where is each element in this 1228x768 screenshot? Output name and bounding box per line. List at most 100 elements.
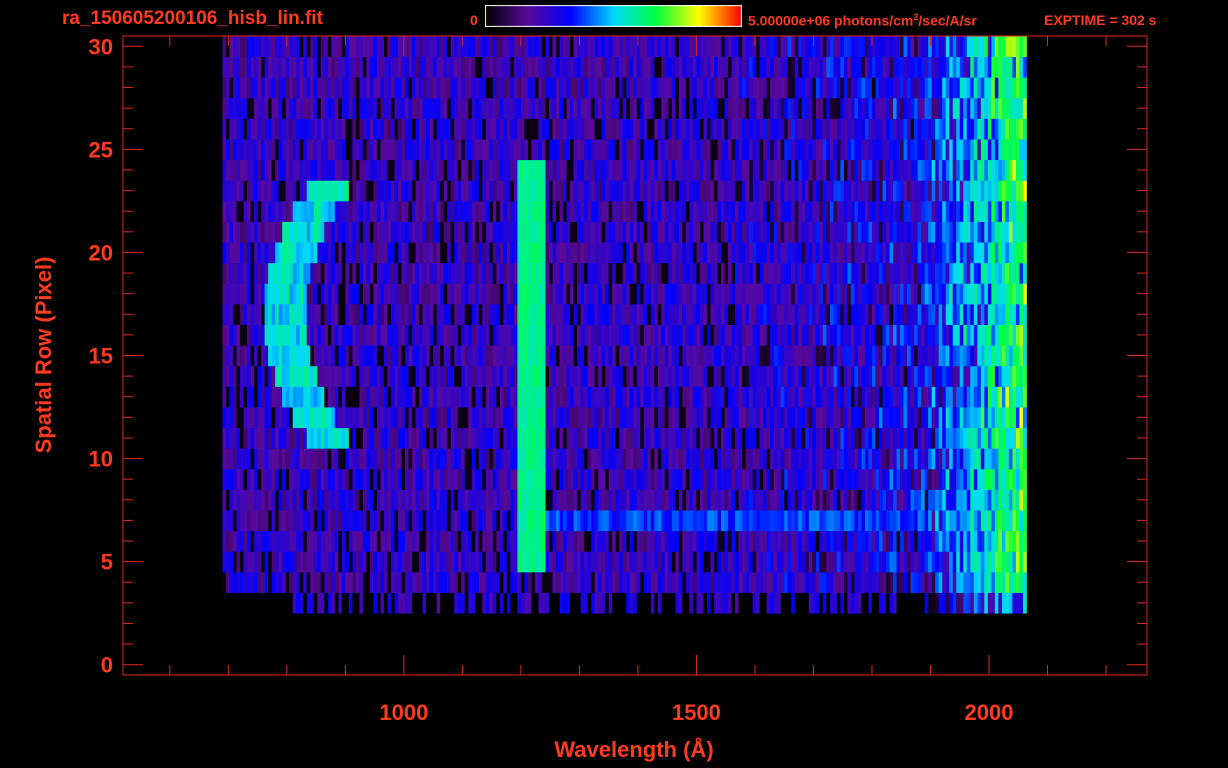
heatmap-cell xyxy=(433,200,438,222)
heatmap-cell xyxy=(292,180,297,202)
heatmap-cell xyxy=(857,159,862,181)
heatmap-cell xyxy=(489,427,494,449)
heatmap-cell xyxy=(1005,468,1010,490)
heatmap-cell xyxy=(970,365,975,387)
heatmap-cell xyxy=(331,221,336,243)
heatmap-cell xyxy=(419,448,423,470)
heatmap-cell xyxy=(689,448,694,470)
heatmap-cell xyxy=(387,427,392,449)
heatmap-cell xyxy=(994,489,999,511)
heatmap-cell xyxy=(952,283,957,305)
heatmap-cell xyxy=(780,242,785,264)
heatmap-cell xyxy=(622,345,627,367)
heatmap-cell xyxy=(306,303,311,325)
heatmap-cell xyxy=(685,530,690,552)
heatmap-cell xyxy=(475,345,480,367)
heatmap-cell xyxy=(752,592,757,614)
heatmap-cell xyxy=(278,551,283,573)
heatmap-cell xyxy=(373,489,378,511)
heatmap-cell xyxy=(640,427,645,449)
heatmap-cell xyxy=(615,530,620,552)
heatmap-cell xyxy=(475,448,480,470)
heatmap-cell xyxy=(636,551,641,573)
heatmap-cell xyxy=(833,530,838,552)
heatmap-cell xyxy=(541,180,546,202)
heatmap-cell xyxy=(868,592,873,614)
heatmap-cell xyxy=(229,283,234,305)
heatmap-cell xyxy=(735,489,739,511)
heatmap-cell xyxy=(903,510,908,532)
heatmap-cell xyxy=(633,468,638,490)
heatmap-cell xyxy=(573,592,578,614)
heatmap-cell xyxy=(563,510,567,532)
heatmap-cell xyxy=(587,489,592,511)
heatmap-cell xyxy=(703,571,708,593)
heatmap-cell xyxy=(563,571,567,593)
heatmap-cell xyxy=(405,592,409,614)
heatmap-cell xyxy=(682,221,687,243)
heatmap-cell xyxy=(742,530,746,552)
heatmap-cell xyxy=(359,427,364,449)
heatmap-cell xyxy=(310,303,315,325)
heatmap-cell xyxy=(735,510,739,532)
heatmap-cell xyxy=(577,468,581,490)
heatmap-cell xyxy=(450,262,455,284)
heatmap-cell xyxy=(970,592,975,614)
heatmap-cell xyxy=(601,345,606,367)
heatmap-cell xyxy=(475,200,480,222)
heatmap-cell xyxy=(594,283,599,305)
heatmap-cell xyxy=(671,159,676,181)
heatmap-cell xyxy=(942,386,947,408)
heatmap-cell xyxy=(405,242,409,264)
heatmap-cell xyxy=(426,200,431,222)
heatmap-cell xyxy=(492,200,497,222)
heatmap-cell xyxy=(436,221,441,243)
heatmap-cell xyxy=(299,221,304,243)
heatmap-cell xyxy=(647,530,652,552)
heatmap-cell xyxy=(289,551,294,573)
heatmap-cell xyxy=(489,262,494,284)
heatmap-cell xyxy=(847,551,852,573)
heatmap-cell xyxy=(1019,448,1024,470)
heatmap-cell xyxy=(791,427,796,449)
heatmap-cell xyxy=(296,262,301,284)
heatmap-cell xyxy=(629,448,634,470)
heatmap-cell xyxy=(299,324,304,346)
heatmap-cell xyxy=(275,180,280,202)
heatmap-cell xyxy=(812,551,817,573)
heatmap-cell xyxy=(591,365,596,387)
heatmap-cell xyxy=(601,159,606,181)
heatmap-cell xyxy=(317,592,322,614)
heatmap-cell xyxy=(671,407,676,429)
heatmap-cell xyxy=(1008,386,1013,408)
heatmap-cell xyxy=(254,283,258,305)
heatmap-cell xyxy=(928,448,933,470)
heatmap-cell xyxy=(573,345,578,367)
heatmap-cell xyxy=(671,180,676,202)
heatmap-cell xyxy=(387,200,392,222)
heatmap-cell xyxy=(240,468,244,490)
heatmap-cell xyxy=(661,221,666,243)
heatmap-cell xyxy=(903,407,908,429)
heatmap-cell xyxy=(1015,221,1020,243)
heatmap-cell xyxy=(570,262,574,284)
heatmap-cell xyxy=(485,221,490,243)
heatmap-cell xyxy=(545,530,550,552)
heatmap-cell xyxy=(538,530,543,552)
heatmap-cell xyxy=(559,468,564,490)
heatmap-cell xyxy=(822,262,827,284)
heatmap-cell xyxy=(570,159,574,181)
heatmap-cell xyxy=(689,345,694,367)
heatmap-cell xyxy=(696,551,701,573)
heatmap-cell xyxy=(573,551,578,573)
heatmap-cell xyxy=(426,303,431,325)
heatmap-cell xyxy=(254,530,258,552)
heatmap-cell xyxy=(1015,427,1020,449)
heatmap-cell xyxy=(566,468,571,490)
heatmap-cell xyxy=(622,489,627,511)
heatmap-cell xyxy=(738,221,743,243)
heatmap-cell xyxy=(619,571,624,593)
heatmap-cell xyxy=(355,592,360,614)
heatmap-cell xyxy=(408,427,413,449)
heatmap-cell xyxy=(924,468,929,490)
